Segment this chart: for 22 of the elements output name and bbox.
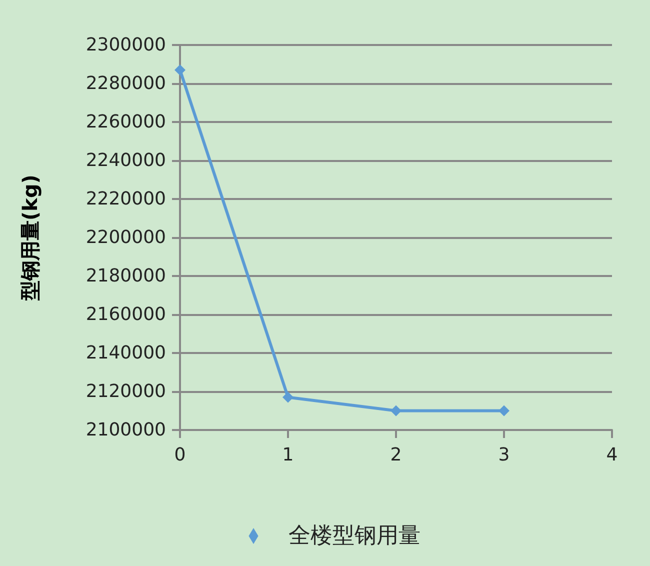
point <box>282 392 294 403</box>
point <box>498 405 510 416</box>
x-tick-label: 4 <box>606 444 618 466</box>
y-tick-label: 2220000 <box>86 188 166 210</box>
x-tick-label: 2 <box>390 444 402 466</box>
y-tick-label: 2140000 <box>86 342 166 364</box>
y-tick-label: 2120000 <box>86 381 166 402</box>
x-tick-label: 0 <box>174 444 186 466</box>
legend-label: 全楼型钢用量 <box>288 524 420 548</box>
y-tick-label: 2200000 <box>86 227 166 248</box>
y-tick-label: 2240000 <box>86 150 166 171</box>
y-tick-label: 2260000 <box>86 112 166 132</box>
y-tick-label: 2300000 <box>86 34 166 56</box>
y-tick-label: 2180000 <box>86 266 166 286</box>
y-tick-label: 2280000 <box>86 73 166 94</box>
point <box>174 64 186 76</box>
y-tick-label: 2160000 <box>86 304 166 325</box>
y-axis-title: 型钢用量(kg) <box>18 174 42 302</box>
point <box>390 405 402 416</box>
y-tick-label: 2100000 <box>86 420 166 440</box>
x-tick-label: 3 <box>498 444 510 466</box>
x-tick-label: 1 <box>282 444 294 466</box>
